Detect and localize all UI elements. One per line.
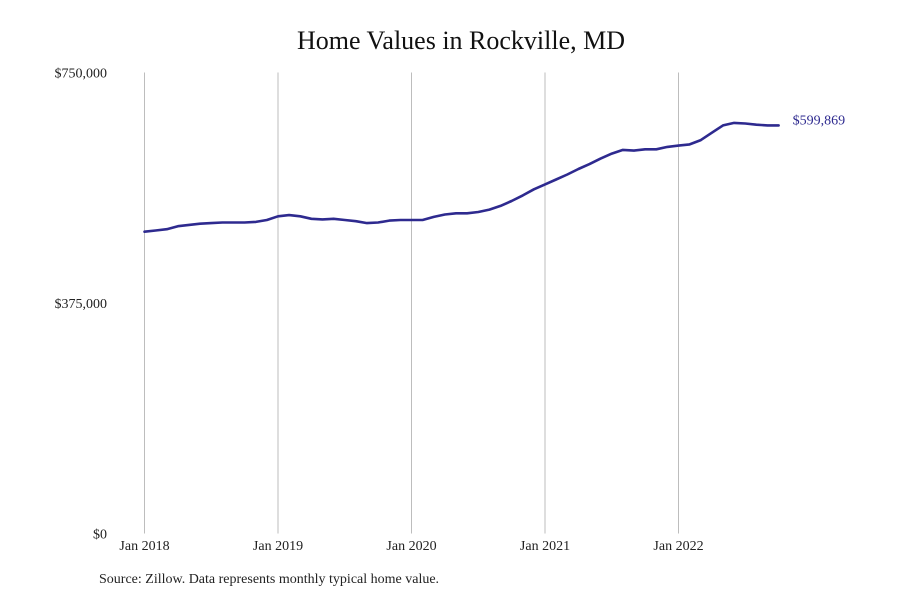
x-tick-label: Jan 2020 bbox=[386, 539, 436, 554]
y-tick-label: $375,000 bbox=[55, 297, 108, 312]
chart-title: Home Values in Rockville, MD bbox=[296, 26, 626, 55]
series-layer bbox=[143, 121, 780, 233]
x-tick-label: Jan 2021 bbox=[520, 539, 570, 554]
grid-lines bbox=[144, 72, 679, 534]
x-tick-label: Jan 2019 bbox=[253, 539, 303, 554]
source-note: Source: Zillow. Data represents monthly … bbox=[99, 572, 440, 587]
series-line bbox=[143, 121, 780, 233]
axis-labels: Jan 2018 Jan 2019 Jan 2020 Jan 2021 Jan 2022… bbox=[55, 67, 704, 555]
y-tick-label: $0 bbox=[93, 528, 107, 543]
end-value-label: $599,869 bbox=[793, 113, 846, 128]
x-tick-label: Jan 2022 bbox=[653, 539, 703, 554]
y-tick-label: $750,000 bbox=[55, 67, 108, 82]
x-tick-label: Jan 2018 bbox=[119, 539, 169, 554]
